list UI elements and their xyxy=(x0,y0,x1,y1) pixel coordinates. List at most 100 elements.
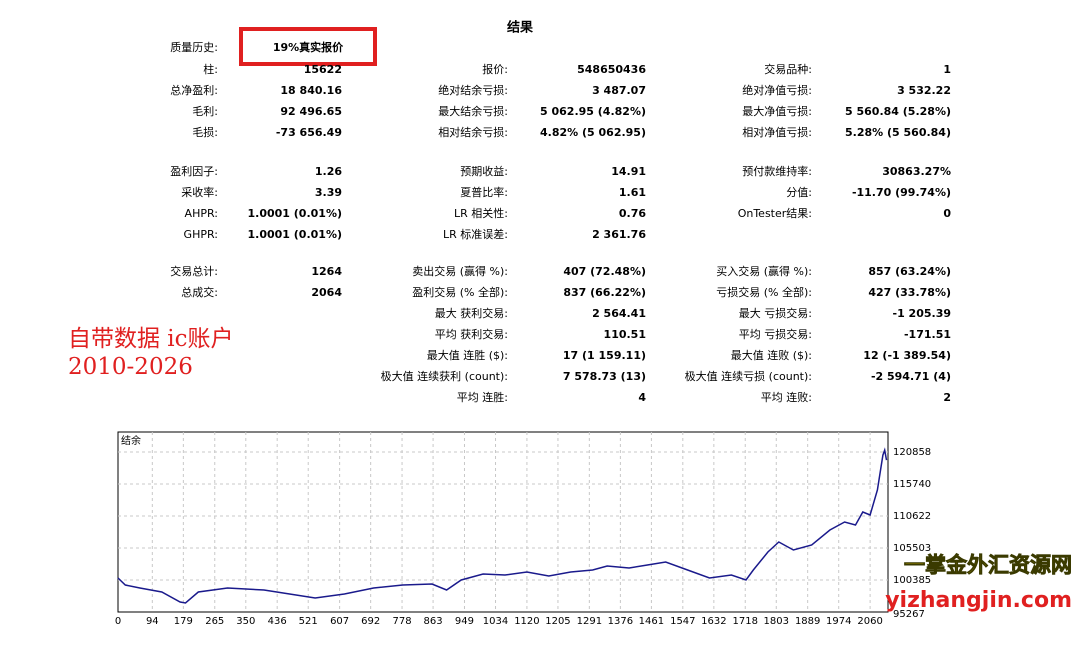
stat-value: 110.51 xyxy=(604,328,646,341)
stat-label: 交易品种: xyxy=(764,62,812,76)
stat-value: 5 560.84 (5.28%) xyxy=(845,105,951,118)
stat-value: 2 xyxy=(943,391,951,404)
stat-value: 548650436 xyxy=(577,63,646,76)
quality-label: 质量历史: xyxy=(170,41,218,54)
plot-area xyxy=(117,431,889,613)
x-tick-label: 2060 xyxy=(857,616,882,627)
stat-label: 极大值 连续亏损 (count): xyxy=(685,369,812,383)
stat-value: 1 xyxy=(943,63,951,76)
watermark: 一掌金外汇资源网 xyxy=(904,553,1072,577)
y-tick-label: 115740 xyxy=(893,479,931,490)
stat-label: 极大值 连续获利 (count): xyxy=(381,369,508,383)
stat-label: 绝对结余亏损: xyxy=(438,83,508,97)
report-title: 结果 xyxy=(507,20,533,36)
stat-label: 最大 亏损交易: xyxy=(739,306,812,320)
stat-label: GHPR: xyxy=(184,228,218,241)
stat-value: -171.51 xyxy=(904,328,951,341)
y-tick-label: 95267 xyxy=(893,609,925,620)
stat-value: -2 594.71 (4) xyxy=(871,370,951,383)
stat-value: 3 532.22 xyxy=(897,84,951,97)
stat-label: 毛利: xyxy=(192,105,218,118)
x-tick-label: 521 xyxy=(299,616,318,627)
x-tick-label: 1461 xyxy=(639,616,664,627)
x-tick-label: 436 xyxy=(268,616,287,627)
watermark: yizhangjin.com xyxy=(885,588,1072,613)
stat-value: 17 (1 159.11) xyxy=(563,349,646,362)
stat-value: 1.26 xyxy=(315,165,342,178)
chart-title: 结余 xyxy=(121,434,141,447)
stat-label: 平均 连败: xyxy=(761,390,812,404)
stat-value: 0.76 xyxy=(619,207,646,220)
stat-value: 12 (-1 389.54) xyxy=(863,349,951,362)
stat-label: AHPR: xyxy=(185,207,218,220)
annotation: 2010-2026 xyxy=(68,354,193,380)
x-tick-label: 179 xyxy=(174,616,193,627)
stat-value: 7 578.73 (13) xyxy=(563,370,646,383)
x-tick-label: 949 xyxy=(455,616,474,627)
y-tick-label: 105503 xyxy=(893,543,931,554)
stat-label: 总成交: xyxy=(181,285,218,299)
stat-label: 最大 获利交易: xyxy=(435,306,508,320)
stat-value: 427 (33.78%) xyxy=(868,286,951,299)
x-tick-label: 1205 xyxy=(545,616,570,627)
stat-value: 0 xyxy=(943,207,951,220)
y-tick-label: 110622 xyxy=(893,511,931,522)
stat-label: 最大值 连败 ($): xyxy=(731,348,812,362)
stat-value: 1.0001 (0.01%) xyxy=(248,228,343,241)
x-tick-label: 607 xyxy=(330,616,349,627)
stat-label: 卖出交易 (赢得 %): xyxy=(412,264,508,278)
stat-label: 盈利因子: xyxy=(170,165,218,178)
stat-value: 1.61 xyxy=(619,186,646,199)
stat-label: 相对结余亏损: xyxy=(438,125,508,139)
stat-label: 平均 连胜: xyxy=(457,390,508,404)
stat-label: OnTester结果: xyxy=(738,207,812,220)
stat-label: 买入交易 (赢得 %): xyxy=(716,264,812,278)
stat-value: 4.82% (5 062.95) xyxy=(540,126,646,139)
stat-label: 预付款维持率: xyxy=(742,164,812,178)
stat-label: 亏损交易 (% 全部): xyxy=(716,285,812,299)
x-tick-label: 265 xyxy=(205,616,224,627)
x-tick-label: 778 xyxy=(393,616,412,627)
stat-label: LR 相关性: xyxy=(454,206,508,220)
stat-value: 1.0001 (0.01%) xyxy=(248,207,343,220)
y-tick-label: 120858 xyxy=(893,447,931,458)
stat-value: 2064 xyxy=(311,286,342,299)
highlight-box xyxy=(239,27,377,66)
x-tick-label: 0 xyxy=(115,616,121,627)
x-tick-label: 1889 xyxy=(795,616,820,627)
stat-value: -73 656.49 xyxy=(276,126,342,139)
stat-value: 407 (72.48%) xyxy=(563,265,646,278)
stat-value: 857 (63.24%) xyxy=(868,265,951,278)
stat-value: 14.91 xyxy=(611,165,646,178)
x-tick-label: 863 xyxy=(424,616,443,627)
stat-label: 相对净值亏损: xyxy=(742,125,812,139)
stat-value: 2 361.76 xyxy=(592,228,646,241)
x-tick-label: 1718 xyxy=(733,616,758,627)
x-tick-label: 1034 xyxy=(483,616,508,627)
stat-value: 1264 xyxy=(311,265,342,278)
stat-label: 毛损: xyxy=(192,125,218,139)
stat-label: 报价: xyxy=(482,62,508,76)
annotation: 自带数据 ic账户 xyxy=(68,326,234,352)
stat-label: 最大结余亏损: xyxy=(438,104,508,118)
stat-label: 预期收益: xyxy=(460,164,508,178)
x-tick-label: 1632 xyxy=(701,616,726,627)
stat-label: 最大净值亏损: xyxy=(742,104,812,118)
stat-label: 平均 亏损交易: xyxy=(739,327,812,341)
quality-value: 19%真实报价 xyxy=(273,40,344,54)
x-tick-label: 692 xyxy=(361,616,380,627)
stat-label: 采收率: xyxy=(181,185,218,199)
stat-value: 4 xyxy=(638,391,646,404)
stat-value: -1 205.39 xyxy=(893,307,952,320)
stat-value: 15622 xyxy=(304,63,342,76)
stat-label: 最大值 连胜 ($): xyxy=(427,348,508,362)
stat-label: 平均 获利交易: xyxy=(435,327,508,341)
stat-value: 5 062.95 (4.82%) xyxy=(540,105,646,118)
stat-value: -11.70 (99.74%) xyxy=(852,186,951,199)
y-tick-label: 100385 xyxy=(893,575,931,586)
x-tick-label: 1803 xyxy=(764,616,789,627)
stat-label: 盈利交易 (% 全部): xyxy=(412,285,508,299)
stat-value: 3 487.07 xyxy=(592,84,646,97)
x-tick-label: 350 xyxy=(236,616,255,627)
